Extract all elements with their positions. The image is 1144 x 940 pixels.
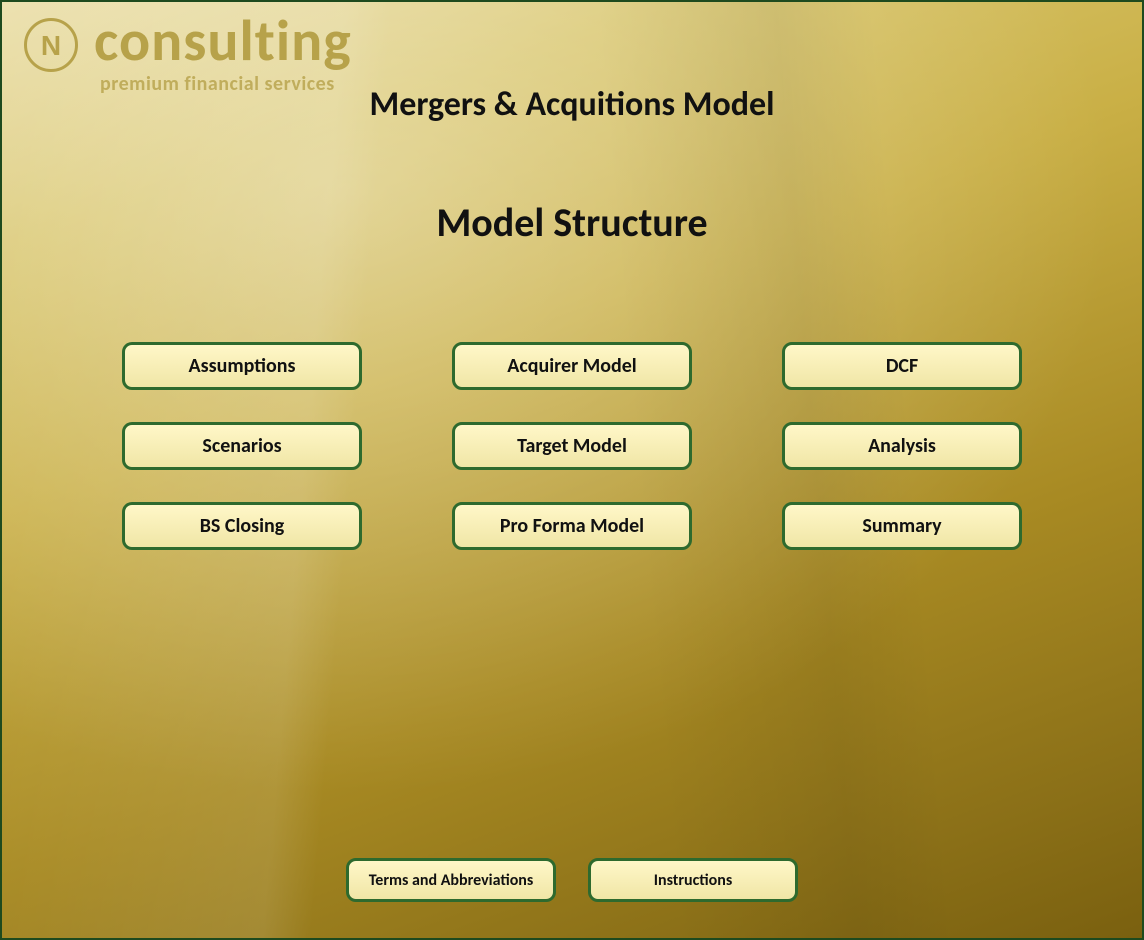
- nav-btn-scenarios[interactable]: Scenarios: [122, 422, 362, 470]
- nav-btn-analysis[interactable]: Analysis: [782, 422, 1022, 470]
- nav-btn-pro-forma-model[interactable]: Pro Forma Model: [452, 502, 692, 550]
- logo-mark-icon: N: [24, 18, 78, 72]
- section-title: Model Structure: [2, 198, 1142, 247]
- nav-btn-bs-closing[interactable]: BS Closing: [122, 502, 362, 550]
- logo-letter: N: [41, 32, 61, 60]
- page-title: Mergers & Acquitions Model: [2, 84, 1142, 125]
- nav-btn-target-model[interactable]: Target Model: [452, 422, 692, 470]
- footer-button-row: Terms and Abbreviations Instructions: [2, 858, 1142, 902]
- nav-button-grid: Assumptions Acquirer Model DCF Scenarios…: [122, 342, 1022, 550]
- nav-btn-acquirer-model[interactable]: Acquirer Model: [452, 342, 692, 390]
- footer-btn-instructions[interactable]: Instructions: [588, 858, 798, 902]
- nav-btn-dcf[interactable]: DCF: [782, 342, 1022, 390]
- footer-btn-terms[interactable]: Terms and Abbreviations: [346, 858, 556, 902]
- model-structure-screen: N consulting premium financial services …: [0, 0, 1144, 940]
- logo-brand-name: consulting: [94, 12, 352, 70]
- nav-btn-summary[interactable]: Summary: [782, 502, 1022, 550]
- nav-btn-assumptions[interactable]: Assumptions: [122, 342, 362, 390]
